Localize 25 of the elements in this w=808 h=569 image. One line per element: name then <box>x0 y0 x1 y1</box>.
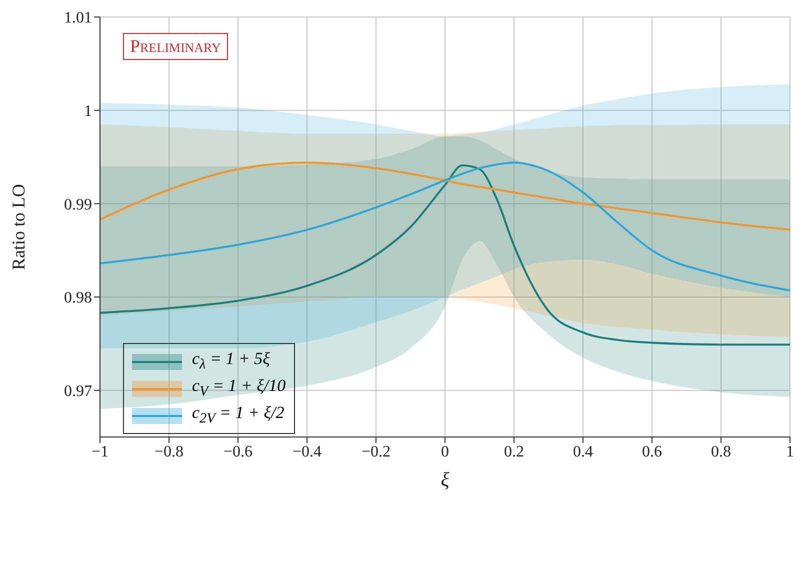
line-series <box>100 162 790 231</box>
y-tick-label: 0.98 <box>64 290 92 307</box>
x-tick-label: −0.6 <box>223 443 253 460</box>
y-tick-label: 1.01 <box>64 10 92 27</box>
y-tick-label: 0.99 <box>64 196 92 214</box>
x-tick-label: 0 <box>441 443 449 460</box>
line-series <box>100 164 790 346</box>
y-axis-title: Ratio to LO <box>8 184 28 270</box>
x-tick-label: −1 <box>91 443 109 460</box>
x-tick-label: −0.4 <box>292 443 322 460</box>
x-tick-label: 0.2 <box>504 443 524 460</box>
legend-label: c$_{V}$ = 1 + ξ/10 <box>192 376 286 401</box>
y-tick-label: 1 <box>84 103 92 120</box>
legend-label: c$_{λ}$ = 1 + 5ξ <box>192 349 270 374</box>
y-tick-label: 0.97 <box>64 383 92 400</box>
annotation: Preliminary <box>123 33 228 60</box>
legend-label: c$_{2V}$ = 1 + ξ/2 <box>192 403 284 428</box>
x-tick-label: 0.4 <box>573 443 593 460</box>
x-tick-label: −0.2 <box>361 443 391 460</box>
x-tick-label: 0.6 <box>642 443 662 460</box>
line-series <box>100 162 790 292</box>
x-tick-label: 0.8 <box>711 443 731 460</box>
x-tick-label: 1 <box>786 443 794 460</box>
x-axis-title: ξ <box>440 469 450 491</box>
x-tick-label: −0.8 <box>154 443 184 460</box>
